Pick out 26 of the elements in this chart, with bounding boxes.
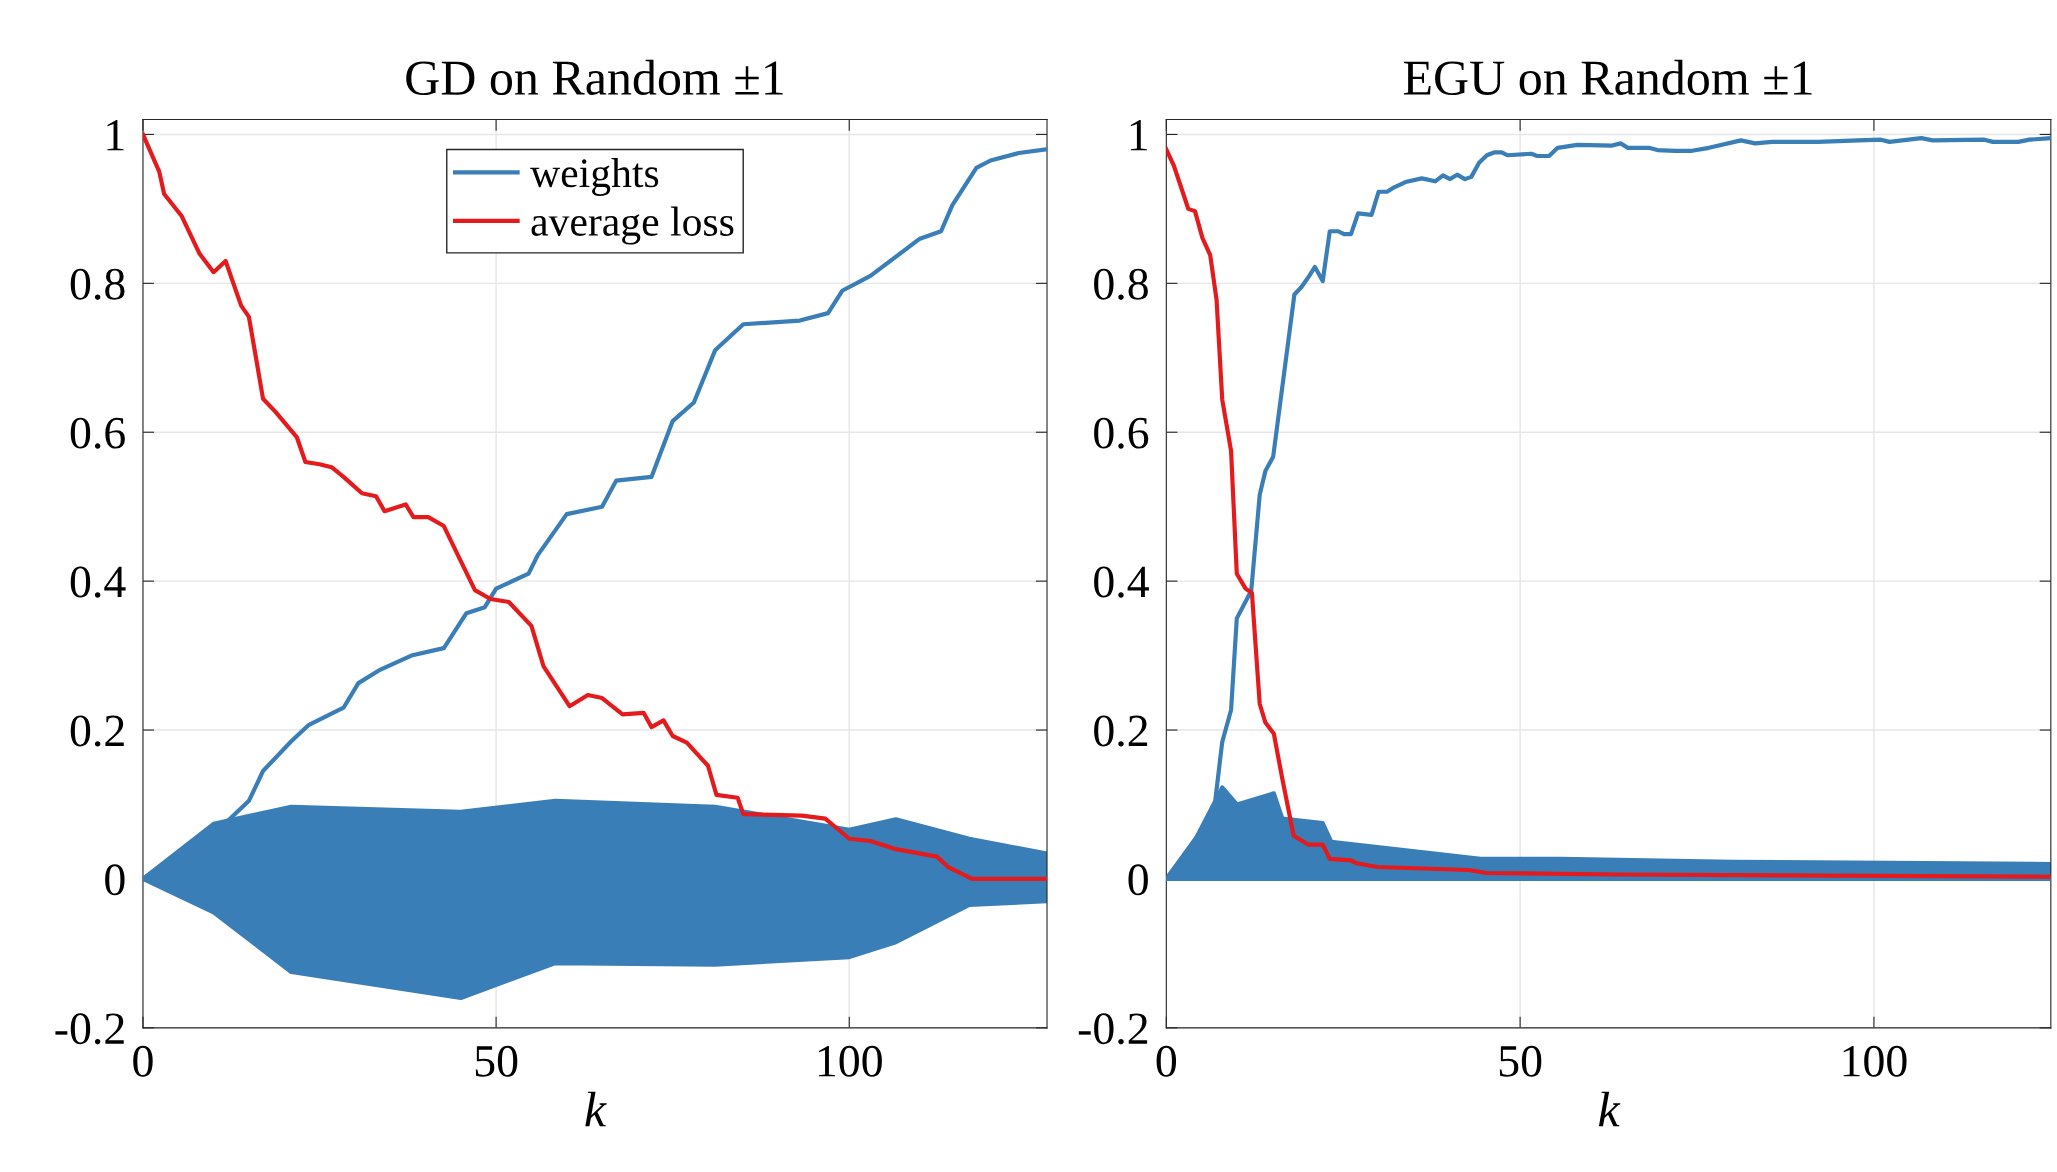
y-tick-label: 0.2 xyxy=(70,715,124,747)
y-tick-label: 0.6 xyxy=(70,417,125,449)
y-tick-label: 0 xyxy=(105,864,125,896)
y-tick-label: -0.2 xyxy=(55,1013,124,1045)
y-tick-label: -0.2 xyxy=(1078,1013,1148,1045)
x-tick-label: 50 xyxy=(475,1045,518,1077)
y-tick-label: 0.8 xyxy=(1094,268,1148,300)
x-tick-label: 50 xyxy=(1499,1045,1542,1077)
x-axis-title: k xyxy=(585,1091,607,1127)
y-tick-label: 0.2 xyxy=(1094,715,1148,747)
y-tick-label: 1 xyxy=(1130,120,1147,151)
y-tick-label: 1 xyxy=(107,120,124,151)
y-tick-label: 0.6 xyxy=(1094,417,1149,449)
y-tick-label: 0.4 xyxy=(70,566,126,598)
x-tick-label: 100 xyxy=(818,1045,882,1077)
chart-title: EGU on Random ±1 xyxy=(1403,59,1812,96)
x-tick-label: 100 xyxy=(1843,1045,1907,1077)
y-tick-label: 0.4 xyxy=(1094,566,1149,598)
x-tick-label: 0 xyxy=(133,1045,153,1077)
chart-title: GD on Random ±1 xyxy=(406,59,783,96)
legend-label: average loss xyxy=(531,206,734,245)
legend-label: weights xyxy=(530,158,659,196)
y-tick-label: 0.8 xyxy=(70,268,125,300)
x-axis-title: k xyxy=(1598,1091,1621,1127)
y-tick-label: 0 xyxy=(1128,864,1148,896)
x-tick-label: 0 xyxy=(1156,1045,1177,1077)
